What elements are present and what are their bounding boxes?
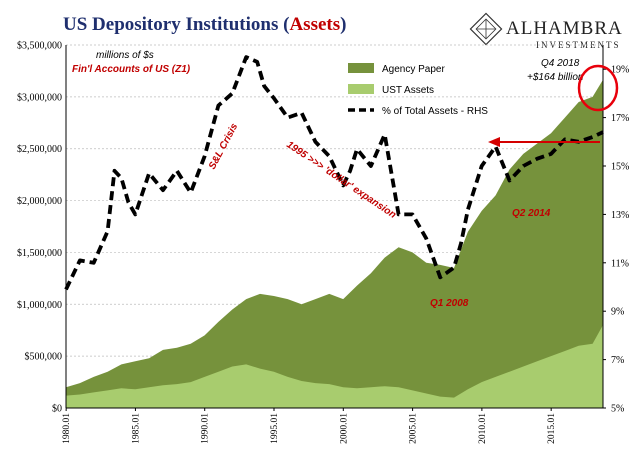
area-ust-assets — [66, 325, 603, 408]
y-tick-left-label: $1,500,000 — [17, 248, 62, 259]
chart-title: US Depository Institutions (Assets) — [63, 14, 346, 35]
area-agency-paper — [66, 79, 603, 409]
chart-title-highlight: Assets — [289, 14, 340, 35]
y-tick-right-label: 17% — [611, 113, 629, 124]
annotation-dollar-expansion: 1995 >>> 'dollar' expansion — [284, 139, 398, 221]
y-tick-right-label: 9% — [611, 307, 624, 318]
y-tick-left-label: $3,500,000 — [17, 41, 62, 52]
y-axis-right: 5% 7% 9% 11% 13% 15% 17% 19% — [603, 65, 629, 415]
annotation-q2-2014: Q2 2014 — [512, 208, 551, 219]
annotation-q4-2018: Q4 2018 — [541, 58, 580, 69]
annotation-q1-2008: Q1 2008 — [430, 298, 469, 309]
logo-name: ALHAMBRA — [506, 18, 623, 39]
legend-label-agency: Agency Paper — [382, 64, 445, 75]
y-tick-right-label: 7% — [611, 355, 624, 366]
chart-title-main: US Depository Institutions ( — [63, 14, 289, 35]
plot-areas — [66, 79, 603, 409]
logo-sub: INVESTMENTS — [536, 40, 621, 50]
x-tick-label: 2005.01 — [409, 413, 419, 444]
y-tick-right-label: 5% — [611, 404, 624, 415]
y-tick-left-label: $1,000,000 — [17, 300, 62, 311]
x-tick-label: 1990.01 — [201, 413, 211, 444]
y-tick-right-label: 11% — [611, 258, 629, 269]
x-tick-label: 2015.01 — [547, 413, 557, 444]
y-tick-left-label: $500,000 — [25, 352, 63, 363]
units-note: millions of $s — [96, 50, 154, 61]
y-tick-right-label: 15% — [611, 162, 629, 173]
logo: ALHAMBRA INVESTMENTS — [469, 12, 623, 50]
y-tick-left-label: $2,000,000 — [17, 196, 62, 207]
highlight-circle — [577, 64, 619, 112]
axes — [65, 45, 604, 409]
y-tick-right-label: 19% — [611, 65, 629, 76]
legend: Agency Paper UST Assets % of Total Asset… — [348, 63, 488, 117]
logo-diamond-icon — [469, 12, 503, 46]
annotation-q4-2018-amount: +$164 billion — [527, 72, 584, 83]
legend-label-pct: % of Total Assets - RHS — [382, 106, 488, 117]
y-axis-left: $0 $500,000 $1,000,000 $1,500,000 $2,000,000… — [17, 41, 62, 415]
x-tick-label: 2010.01 — [478, 413, 488, 444]
chart-title-end: ) — [340, 14, 346, 35]
x-tick-label: 2000.01 — [339, 413, 349, 444]
legend-swatch-agency — [348, 63, 374, 73]
legend-swatch-ust — [348, 84, 374, 94]
source-note: Fin'l Accounts of US (Z1) — [72, 64, 191, 75]
y-tick-right-label: 13% — [611, 210, 629, 221]
legend-label-ust: UST Assets — [382, 85, 434, 96]
highlight-arrow — [488, 137, 600, 147]
x-tick-label: 1995.01 — [270, 413, 280, 444]
y-tick-left-label: $2,500,000 — [17, 144, 62, 155]
x-tick-label: 1985.01 — [131, 413, 141, 444]
x-tick-label: 1980.01 — [62, 413, 72, 444]
x-axis: 1980.01 1985.01 1990.01 1995.01 2000.01 2005.… — [62, 408, 557, 444]
y-tick-left-label: $3,000,000 — [17, 92, 62, 103]
y-tick-left-label: $0 — [52, 404, 62, 415]
